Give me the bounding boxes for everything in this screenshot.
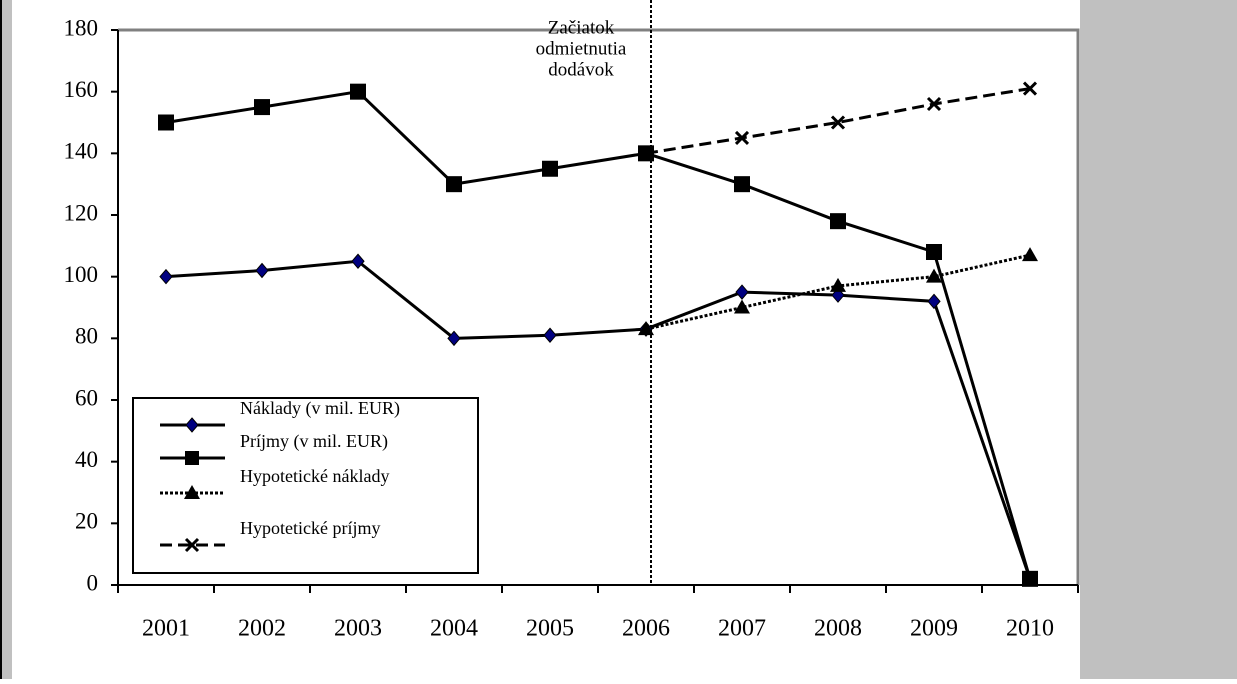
series-line	[165, 259, 1032, 580]
annotation-text: odmietnutia	[536, 38, 627, 59]
marker	[927, 293, 941, 310]
marker	[734, 130, 750, 145]
marker	[1022, 247, 1038, 262]
legend: Náklady (v mil. EUR) Príjmy (v mil. EUR) H…	[132, 397, 479, 574]
marker	[638, 146, 654, 161]
marker	[734, 176, 750, 193]
marker	[1022, 570, 1038, 587]
marker	[185, 451, 199, 465]
marker	[830, 277, 846, 292]
marker	[184, 537, 200, 553]
annotation-text: dodávok	[548, 59, 614, 80]
right-frame	[1080, 0, 1237, 679]
x-tick-label: 2001	[142, 616, 190, 642]
x-tick-label: 2005	[526, 616, 574, 642]
marker	[830, 115, 846, 130]
x-tick-label: 2009	[910, 616, 958, 642]
marker	[734, 299, 750, 314]
marker	[255, 262, 269, 279]
y-tick-label: 60	[75, 385, 98, 410]
marker	[543, 327, 557, 344]
marker	[542, 160, 558, 177]
y-tick-label: 80	[75, 324, 98, 349]
x-tick-label: 2002	[238, 616, 286, 642]
marker	[926, 268, 942, 283]
y-tick-label: 20	[75, 509, 98, 534]
x-tick-label: 2004	[430, 616, 478, 642]
marker	[158, 114, 174, 131]
legend-label: Príjmy (v mil. EUR)	[240, 431, 388, 452]
x-tick-label: 2007	[718, 616, 766, 642]
marker	[926, 96, 942, 112]
x-tick-label: 2008	[814, 616, 862, 642]
legend-label: Náklady (v mil. EUR)	[240, 398, 400, 419]
y-tick-label: 140	[64, 139, 99, 164]
y-tick-label: 0	[87, 570, 99, 595]
marker	[446, 176, 462, 193]
y-tick-label: 120	[64, 200, 99, 225]
marker	[350, 83, 366, 100]
marker	[447, 330, 461, 347]
series-line	[165, 90, 1032, 580]
marker	[254, 99, 270, 116]
y-tick-label: 180	[64, 15, 99, 40]
y-tick-label: 160	[64, 77, 99, 102]
marker	[351, 253, 365, 270]
left-frame	[0, 0, 12, 679]
annotation-text: Začiatok	[548, 17, 615, 38]
x-tick-label: 2006	[622, 616, 670, 642]
marker	[830, 213, 846, 230]
marker	[184, 485, 200, 499]
x-tick-label: 2003	[334, 616, 382, 642]
x-tick-label: 2010	[1006, 616, 1054, 642]
marker	[638, 321, 654, 336]
marker	[926, 244, 942, 260]
marker	[185, 417, 199, 433]
marker	[735, 284, 749, 300]
plot-border	[118, 28, 1080, 585]
marker	[159, 268, 173, 285]
marker	[1022, 81, 1038, 96]
legend-label: Hypotetické príjmy	[240, 518, 380, 538]
y-tick-label: 100	[64, 262, 99, 287]
y-tick-label: 40	[75, 447, 98, 472]
legend-label: Hypotetické náklady	[240, 466, 389, 486]
series-line	[645, 87, 1031, 155]
